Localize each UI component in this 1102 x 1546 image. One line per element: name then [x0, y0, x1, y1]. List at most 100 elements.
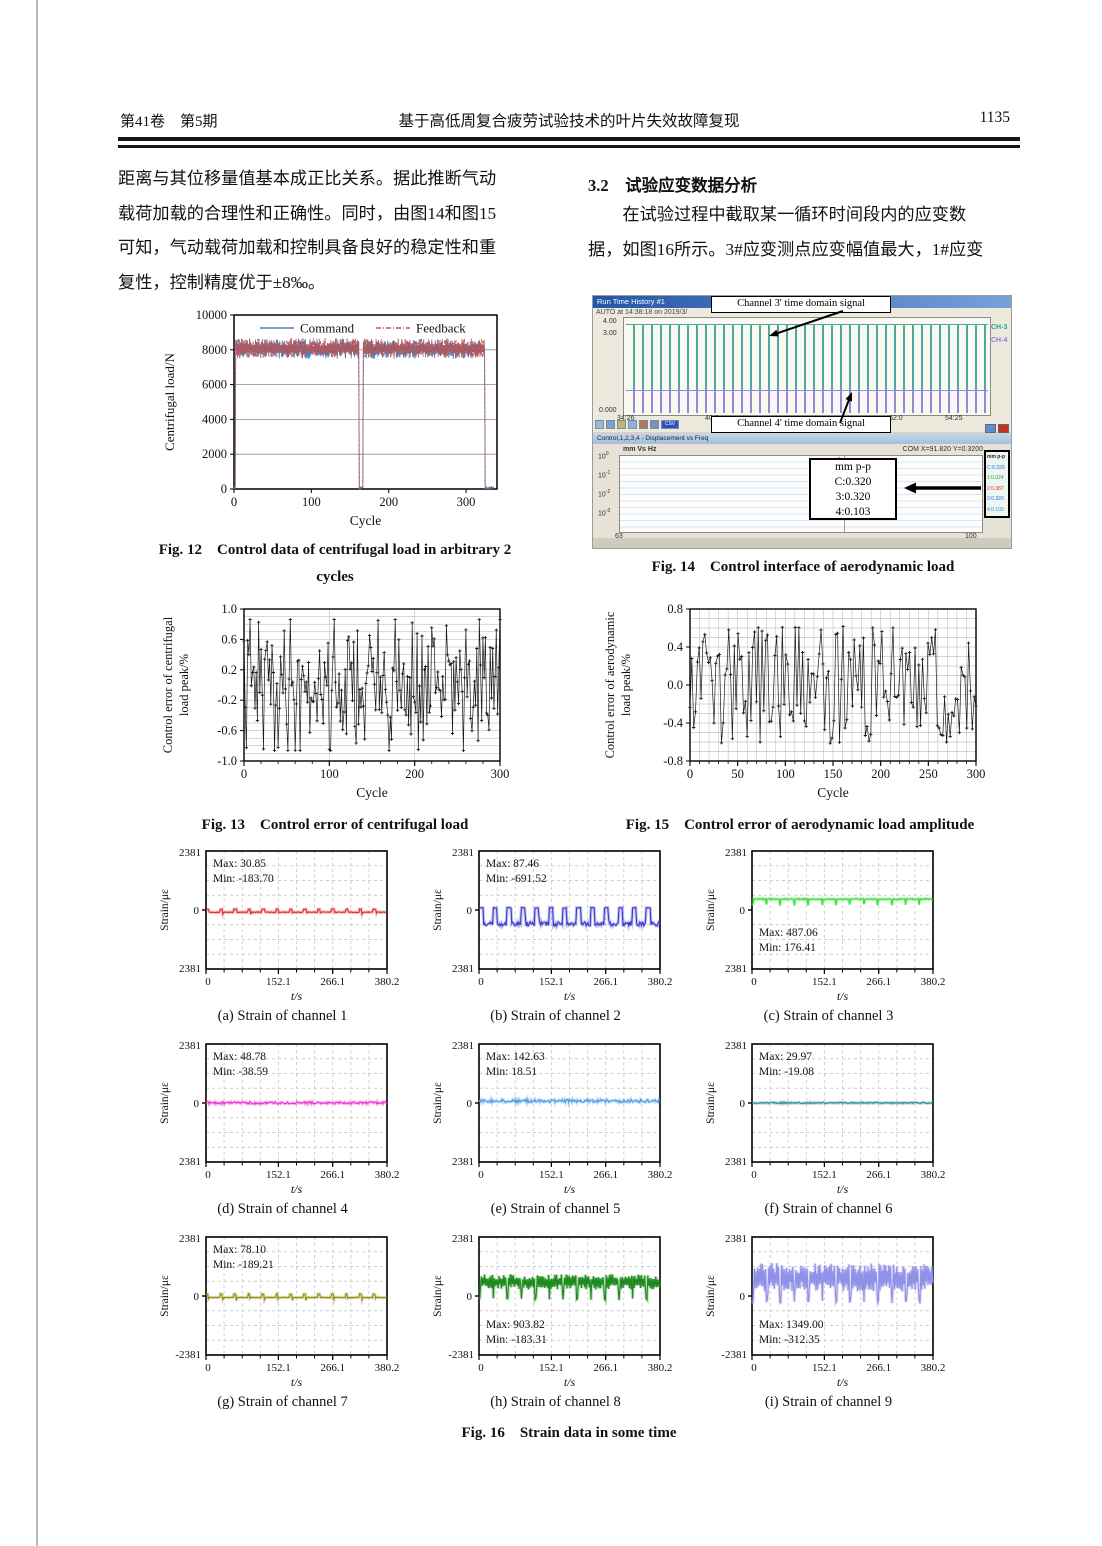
x-axis-label: t/s	[564, 1182, 576, 1196]
tick-label: 2381	[725, 1233, 747, 1245]
axes-icon	[628, 420, 637, 429]
tick-label: 0	[478, 976, 484, 988]
strain-chart-channel-1: 0 152.1 266.1 380.2 2381 0 2381 Strain/με t/s Max…	[159, 847, 399, 1003]
strain-trace	[205, 1100, 388, 1106]
tick-label: 250	[919, 767, 938, 781]
tick-label: -2381	[175, 1349, 201, 1361]
y-axis-label: Strain/με	[705, 889, 717, 931]
fig12-centrifugal-load-chart: 0 2000 4000 6000 8000 10000 0 100 200 300 Cycle Cen…	[162, 308, 498, 528]
tick-label: 100	[302, 495, 321, 509]
tick-label: 152.1	[266, 976, 291, 988]
y-axis-label-line2: load peak/%	[177, 654, 191, 716]
callout-line: 4:0.103	[835, 506, 871, 518]
tick-label: 266.1	[593, 976, 618, 988]
tick-label: 2381	[179, 1040, 201, 1052]
min-annotation: Min: -312.35	[759, 1334, 820, 1346]
min-annotation: Min: 176.41	[759, 942, 816, 954]
x-axis-label: t/s	[837, 1375, 849, 1389]
tick-label: 380.2	[648, 1169, 673, 1181]
series-command	[233, 338, 495, 491]
tick-label: 266.1	[866, 976, 891, 988]
tick-label: 380.2	[921, 1362, 946, 1374]
tick-label: 0.8	[667, 602, 683, 616]
fig14-control-software-screenshot: Run Time History #1 AUTO at 14:38:18 on …	[593, 296, 1011, 548]
channel3-annotation-label: Channel 3' time domain signal	[711, 296, 891, 313]
tick-label: 0.0	[667, 678, 683, 692]
subplot-caption-a: (a) Strain of channel 1	[217, 1008, 348, 1024]
fig13-centrifugal-error-chart: -1.0 -0.6 -0.2 0.2 0.6 1.0 0 100 200 300 Cycle Cont…	[161, 602, 510, 800]
channel-values-legend: mm p-p C:0.320 1:0.024 2:0.387 3:0.320 4:0.10…	[984, 450, 1010, 518]
tick-label: 200	[379, 495, 398, 509]
y-axis-label: Strain/με	[705, 1275, 717, 1317]
tick-label: 0	[740, 1291, 746, 1303]
strain-chart-channel-6: 0 152.1 266.1 380.2 2381 0 2381 Strain/με t/s Max…	[705, 1040, 945, 1196]
tick-label: 300	[457, 495, 476, 509]
stop-button-icon	[998, 424, 1009, 433]
header-rule-thin	[118, 145, 1020, 148]
tick-label: 10000	[196, 308, 227, 322]
tick-label: 0	[467, 905, 473, 917]
w1-y-label: 3.00	[603, 330, 617, 337]
y-axis-label: Strain/με	[159, 889, 171, 931]
tick-label: 266.1	[320, 1362, 345, 1374]
callout-line: C:0.320	[834, 476, 872, 488]
strain-chart-channel-2: 0 152.1 266.1 380.2 2381 0 2381 Strain/με t/s Max…	[432, 847, 672, 1003]
csv-export-icon: CSV	[661, 420, 679, 429]
tick-label: 2381	[179, 963, 201, 975]
zoom-icon	[650, 420, 659, 429]
strain-trace	[751, 1263, 934, 1305]
strain-trace	[478, 1274, 661, 1303]
min-annotation: Min: -19.08	[759, 1066, 814, 1078]
max-annotation: Max: 48.78	[213, 1051, 266, 1063]
tick-label: 152.1	[539, 1169, 564, 1181]
ch4-signal-trace	[626, 390, 988, 413]
tick-label: 266.1	[866, 1169, 891, 1181]
subplot-caption-d: (d) Strain of channel 4	[217, 1201, 348, 1217]
tick-label: -1.0	[217, 754, 237, 768]
max-annotation: Max: 78.10	[213, 1244, 266, 1256]
tick-label: 2381	[725, 1040, 747, 1052]
runtime-history-window: Run Time History #1 AUTO at 14:38:18 on …	[593, 296, 1011, 433]
tick-label: 2381	[452, 1233, 474, 1245]
tick-label: 380.2	[921, 976, 946, 988]
strain-chart-channel-7: 0 152.1 266.1 380.2 2381 0 -2381 Strain/με t/s Ma…	[159, 1233, 399, 1389]
point-markers	[688, 624, 978, 745]
strain-chart-channel-5: 0 152.1 266.1 380.2 2381 0 2381 Strain/με t/s Max…	[432, 1040, 673, 1196]
legend-feedback-label: Feedback	[416, 321, 466, 336]
tick-label: -0.6	[217, 724, 237, 738]
strain-chart-channel-9: 0 152.1 266.1 380.2 2381 0 -2381 Strain/με t/s Ma…	[705, 1233, 946, 1389]
subplot-caption-h: (h) Strain of channel 8	[490, 1394, 621, 1410]
tick-label: 300	[491, 767, 510, 781]
y-axis-label-line2: load peak/%	[619, 654, 633, 716]
w2-x-label: 63	[615, 533, 623, 540]
x-axis-label: t/s	[564, 1375, 576, 1389]
tick-label: 152.1	[812, 1169, 837, 1181]
displacement-vs-freq-window: Control,1,2,3,4 - Displacement vs Freq m…	[593, 434, 1011, 548]
y-axis-label: Strain/με	[432, 1275, 444, 1317]
tick-label: 200	[405, 767, 424, 781]
x-axis-label: t/s	[564, 989, 576, 1003]
strain-chart-channel-4: 0 152.1 266.1 380.2 2381 0 2381 Strain/με t/s Max…	[159, 1040, 399, 1196]
subplot-caption-g: (g) Strain of channel 7	[217, 1394, 348, 1410]
tick-label: 0	[478, 1362, 484, 1374]
w2-log-y-label: 10-1	[598, 470, 611, 480]
x-axis-label: Cycle	[350, 513, 382, 528]
tick-label: 0	[740, 905, 746, 917]
channel-label-ch-4: CH-4	[991, 337, 1008, 344]
tick-label: 0	[205, 976, 211, 988]
tick-label: 152.1	[812, 976, 837, 988]
strain-trace	[478, 1097, 661, 1105]
fig16-subplot-c: 0 152.1 266.1 380.2 2381 0 2381 Strain/με t/s Max…	[696, 845, 969, 1025]
w2-x-label: 100	[965, 533, 977, 540]
cursor-readout: COM X=91.820 Y=0.3200	[902, 445, 983, 453]
tick-label: 0	[751, 976, 757, 988]
left-column-paragraph: 距离与其位移量值基本成正比关系。据此推断气动 载荷加载的合理性和正确性。同时，由…	[118, 169, 497, 292]
tick-label: -0.8	[663, 754, 683, 768]
tick-label: 2381	[725, 963, 747, 975]
tick-label: 50	[731, 767, 744, 781]
tick-label: 0.2	[221, 663, 237, 677]
fig16-subplot-b: 0 152.1 266.1 380.2 2381 0 2381 Strain/με t/s Max…	[423, 845, 696, 1025]
w1-x-label: 52:0	[889, 415, 903, 422]
strain-chart-channel-3: 0 152.1 266.1 380.2 2381 0 2381 Strain/με t/s Max…	[705, 847, 946, 1003]
